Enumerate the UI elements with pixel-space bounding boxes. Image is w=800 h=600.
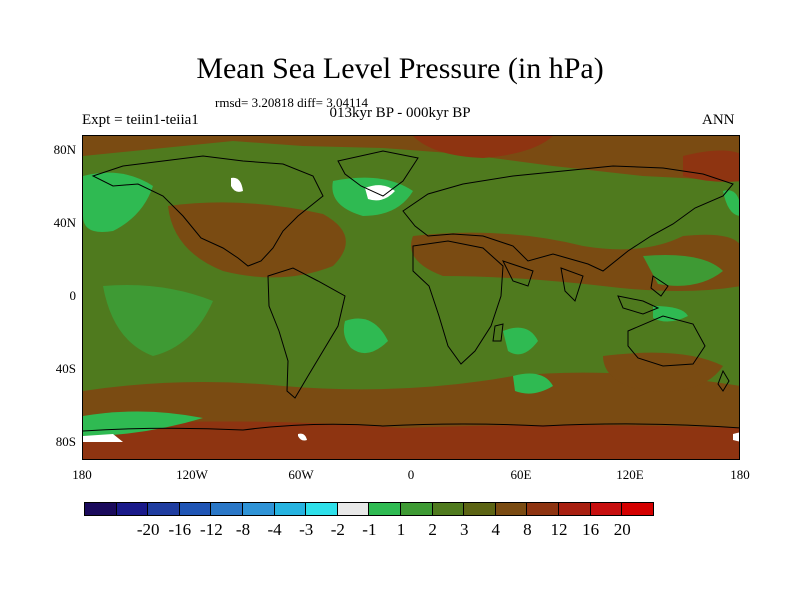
colorbar-swatch xyxy=(336,502,370,516)
lat-tick-label: 40N xyxy=(53,215,76,230)
lon-tick-label: 60E xyxy=(510,467,532,482)
plot-title: Mean Sea Level Pressure (in hPa) xyxy=(196,52,604,85)
colorbar-swatch xyxy=(115,502,149,516)
strong-positive-regions xyxy=(83,136,739,459)
colorbar-swatch xyxy=(431,502,465,516)
colorbar-swatch xyxy=(557,502,591,516)
lon-tick-label: 180 xyxy=(730,467,750,482)
colorbar-label: -12 xyxy=(200,520,223,539)
colorbar-swatch xyxy=(241,502,275,516)
season-label: ANN xyxy=(702,112,735,128)
map-panel xyxy=(82,135,740,460)
colorbar-label: -2 xyxy=(330,520,345,539)
colorbar-swatch xyxy=(621,502,654,516)
mid-anomaly-regions xyxy=(103,255,723,356)
colorbar-swatch xyxy=(305,502,338,516)
colorbar-label: -20 xyxy=(136,520,160,539)
lon-tick-label: 60W xyxy=(288,467,314,482)
colorbar-label: 3 xyxy=(459,520,469,539)
colorbar-swatch xyxy=(84,502,117,516)
colorbar-label: -16 xyxy=(168,520,192,539)
colorbar-swatch xyxy=(399,502,433,516)
pressure-map xyxy=(83,136,739,459)
low-anomaly-regions xyxy=(83,172,739,436)
colorbar-swatch xyxy=(178,502,212,516)
lon-tick-label: 120W xyxy=(176,467,208,482)
colorbar-label: -3 xyxy=(299,520,314,539)
lat-tick-label: 80N xyxy=(53,142,76,157)
lon-tick-label: 180 xyxy=(72,467,92,482)
colorbar-label: -1 xyxy=(362,520,377,539)
colorbar-label: 2 xyxy=(428,520,437,539)
colorbar-label: 4 xyxy=(491,520,501,539)
colorbar-label: 1 xyxy=(396,520,406,539)
colorbar xyxy=(84,502,654,516)
colorbar-label: 12 xyxy=(550,520,568,539)
colorbar-label: 8 xyxy=(523,520,532,539)
lon-tick-label: 0 xyxy=(407,467,415,482)
colorbar-swatch xyxy=(526,502,559,516)
period-text: 013kyr BP - 000kyr BP xyxy=(329,105,471,121)
colorbar-swatch xyxy=(147,502,180,516)
lat-tick-label: 80S xyxy=(55,434,76,449)
colorbar-swatch xyxy=(589,502,623,516)
colorbar-swatch xyxy=(210,502,243,516)
lat-tick-label: 40S xyxy=(55,361,76,376)
coastlines xyxy=(83,150,739,432)
colorbar-label: -4 xyxy=(267,520,282,539)
stats-text: rmsd= 3.20818 diff= 3.04114 xyxy=(215,95,368,110)
experiment-label: Expt = teiin1-teiia1 xyxy=(82,112,199,128)
lon-tick-label: 120E xyxy=(616,467,644,482)
colorbar-swatch xyxy=(494,502,528,516)
colorbar-label: -8 xyxy=(235,520,251,539)
colorbar-label: 16 xyxy=(582,520,600,539)
colorbar-label: 20 xyxy=(613,520,631,539)
lat-tick-label: 0 xyxy=(69,288,77,303)
colorbar-swatch xyxy=(368,502,401,516)
colorbar-swatch xyxy=(273,502,307,516)
near-zero-patches xyxy=(83,177,739,442)
colorbar-swatch xyxy=(463,502,496,516)
